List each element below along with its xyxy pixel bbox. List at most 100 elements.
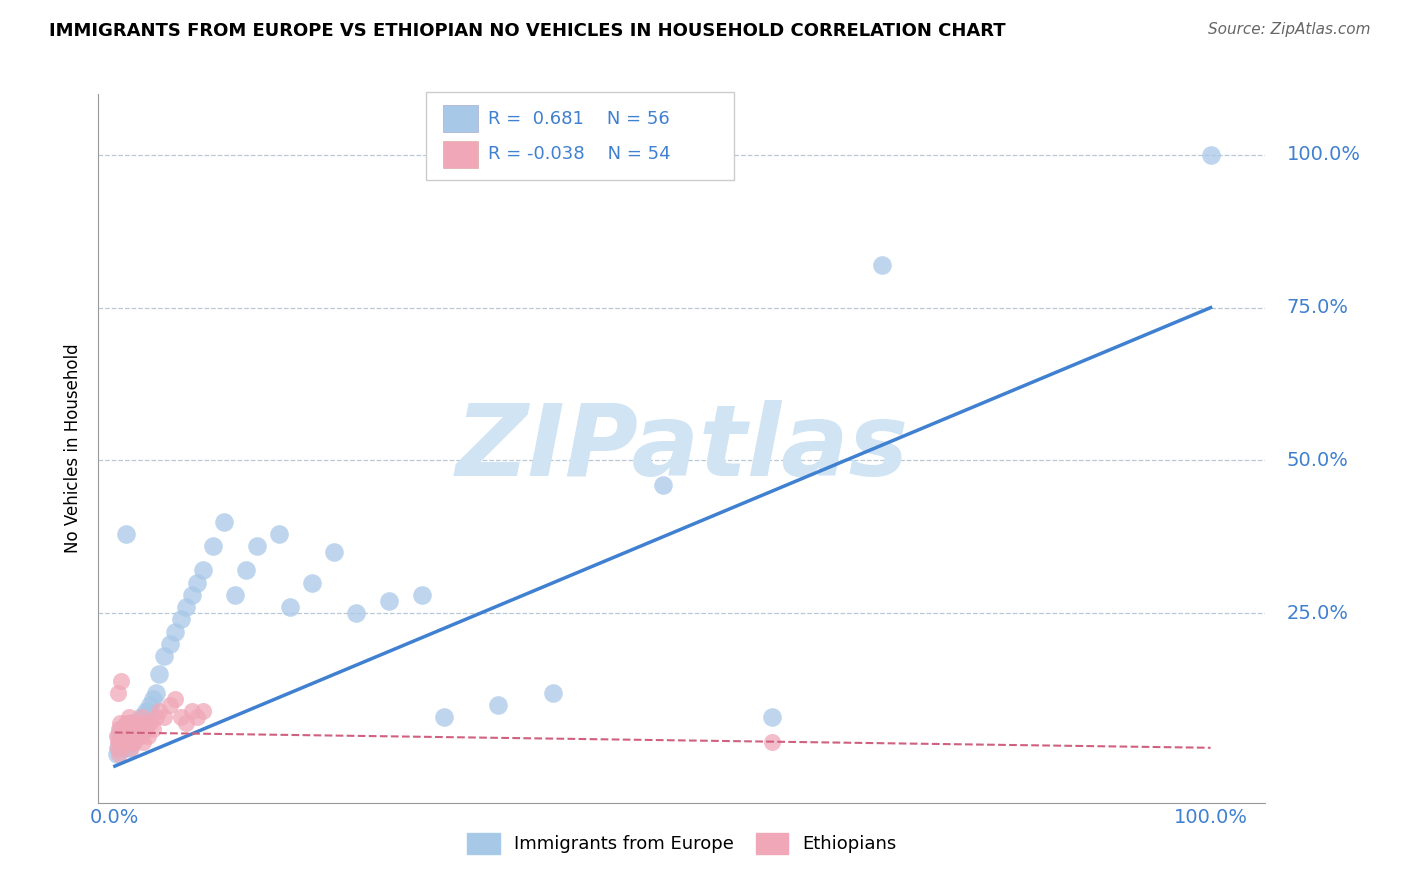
Point bbox=[180, 588, 202, 602]
Point bbox=[214, 515, 236, 529]
Legend: Immigrants from Europe, Ethiopians: Immigrants from Europe, Ethiopians bbox=[460, 826, 904, 861]
Text: Source: ZipAtlas.com: Source: ZipAtlas.com bbox=[1208, 22, 1371, 37]
Point bbox=[1199, 148, 1222, 162]
Point bbox=[112, 740, 135, 755]
Point bbox=[118, 740, 141, 755]
Point bbox=[128, 723, 150, 737]
Point bbox=[107, 740, 129, 755]
Point bbox=[165, 691, 187, 706]
Text: ZIPatlas: ZIPatlas bbox=[456, 400, 908, 497]
Point bbox=[108, 747, 131, 761]
Point bbox=[323, 545, 346, 559]
Point bbox=[110, 734, 132, 748]
Point bbox=[120, 723, 142, 737]
Point bbox=[159, 698, 181, 712]
Point bbox=[110, 729, 132, 743]
Point bbox=[124, 729, 146, 743]
Point bbox=[148, 667, 170, 681]
Point bbox=[139, 698, 162, 712]
Point bbox=[108, 723, 131, 737]
Point bbox=[145, 710, 167, 724]
Point bbox=[120, 716, 142, 731]
Point bbox=[112, 723, 135, 737]
Point bbox=[107, 740, 129, 755]
Text: 75.0%: 75.0% bbox=[1286, 298, 1348, 318]
Point bbox=[301, 575, 323, 590]
Point bbox=[114, 734, 136, 748]
Point bbox=[114, 723, 136, 737]
Point bbox=[105, 729, 128, 743]
Y-axis label: No Vehicles in Household: No Vehicles in Household bbox=[65, 343, 83, 553]
Point bbox=[132, 734, 155, 748]
Point bbox=[120, 716, 142, 731]
Point bbox=[432, 710, 454, 724]
Point bbox=[159, 637, 181, 651]
Point bbox=[174, 716, 197, 731]
Point bbox=[134, 723, 156, 737]
Point bbox=[136, 704, 159, 718]
Point bbox=[142, 691, 165, 706]
Point bbox=[135, 704, 157, 718]
Point bbox=[135, 716, 157, 731]
Point bbox=[122, 734, 145, 748]
Point bbox=[142, 723, 165, 737]
Point bbox=[269, 526, 291, 541]
Point bbox=[114, 729, 136, 743]
Point bbox=[129, 729, 152, 743]
Point bbox=[246, 539, 269, 553]
Point bbox=[107, 686, 129, 700]
Point bbox=[111, 729, 134, 743]
Point bbox=[169, 710, 191, 724]
Text: R = -0.038    N = 54: R = -0.038 N = 54 bbox=[488, 145, 671, 163]
Point bbox=[180, 704, 202, 718]
Point bbox=[139, 716, 162, 731]
Point bbox=[186, 710, 208, 724]
Point bbox=[117, 734, 139, 748]
Point bbox=[118, 710, 141, 724]
Point bbox=[541, 686, 564, 700]
Point bbox=[224, 588, 246, 602]
Point bbox=[761, 734, 783, 748]
Point bbox=[129, 710, 152, 724]
Point bbox=[165, 624, 187, 639]
Point bbox=[110, 734, 132, 748]
Point bbox=[153, 649, 176, 664]
Point bbox=[132, 716, 155, 731]
Point bbox=[114, 526, 136, 541]
Point bbox=[105, 747, 128, 761]
Text: 25.0%: 25.0% bbox=[1286, 604, 1348, 623]
Text: R =  0.681    N = 56: R = 0.681 N = 56 bbox=[488, 110, 669, 128]
Point bbox=[117, 729, 139, 743]
Point bbox=[145, 686, 167, 700]
Point bbox=[110, 673, 132, 688]
Point bbox=[115, 723, 138, 737]
Point bbox=[278, 600, 301, 615]
Point bbox=[129, 716, 152, 731]
Point bbox=[191, 704, 214, 718]
Point bbox=[115, 716, 138, 731]
Text: 50.0%: 50.0% bbox=[1286, 451, 1348, 470]
Point bbox=[153, 710, 176, 724]
Point bbox=[110, 723, 132, 737]
Point bbox=[169, 612, 191, 626]
Point bbox=[115, 723, 138, 737]
Point bbox=[411, 588, 433, 602]
Point bbox=[121, 729, 143, 743]
Point bbox=[486, 698, 509, 712]
Point bbox=[127, 723, 149, 737]
Point bbox=[135, 723, 157, 737]
Point bbox=[108, 729, 131, 743]
Point bbox=[114, 716, 136, 731]
Point bbox=[344, 607, 367, 621]
Point bbox=[235, 564, 257, 578]
Point bbox=[124, 729, 146, 743]
Point bbox=[124, 723, 146, 737]
Point bbox=[202, 539, 225, 553]
Point bbox=[378, 594, 401, 608]
Point bbox=[110, 716, 132, 731]
Point bbox=[114, 729, 136, 743]
Point bbox=[148, 704, 170, 718]
Point bbox=[118, 734, 141, 748]
Point bbox=[761, 710, 783, 724]
Point bbox=[186, 575, 208, 590]
